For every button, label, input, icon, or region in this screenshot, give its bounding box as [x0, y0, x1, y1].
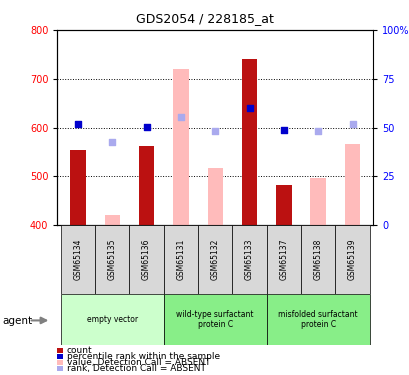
Text: GSM65131: GSM65131: [176, 239, 185, 280]
Bar: [95, 225, 129, 294]
Bar: [139, 146, 154, 225]
Point: [177, 114, 184, 120]
Bar: [163, 225, 198, 294]
Bar: [61, 225, 95, 294]
Bar: [198, 225, 232, 294]
Text: misfolded surfactant
protein C: misfolded surfactant protein C: [278, 310, 357, 329]
Bar: [129, 225, 163, 294]
Text: GSM65135: GSM65135: [108, 239, 117, 280]
Text: GSM65139: GSM65139: [347, 239, 356, 280]
Point: [109, 139, 115, 145]
Text: GSM65136: GSM65136: [142, 239, 151, 280]
Text: GDS2054 / 228185_at: GDS2054 / 228185_at: [136, 12, 273, 25]
Bar: [300, 225, 335, 294]
Bar: [163, 294, 266, 345]
Point: [211, 128, 218, 134]
Text: agent: agent: [2, 316, 32, 326]
Text: empty vector: empty vector: [87, 315, 137, 324]
Bar: [335, 225, 369, 294]
Bar: [310, 178, 325, 225]
Point: [314, 128, 321, 134]
Point: [74, 121, 81, 127]
Bar: [232, 225, 266, 294]
Text: rank, Detection Call = ABSENT: rank, Detection Call = ABSENT: [67, 364, 205, 373]
Bar: [61, 294, 163, 345]
Bar: [266, 294, 369, 345]
Bar: [266, 225, 300, 294]
Point: [280, 127, 286, 133]
Text: GSM65133: GSM65133: [245, 239, 254, 280]
Text: count: count: [67, 346, 92, 355]
Bar: [173, 69, 188, 225]
Text: GSM65137: GSM65137: [279, 239, 288, 280]
Text: wild-type surfactant
protein C: wild-type surfactant protein C: [176, 310, 254, 329]
Bar: [70, 150, 85, 225]
Point: [143, 124, 150, 130]
Bar: [241, 59, 257, 225]
Point: [348, 121, 355, 127]
Bar: [276, 185, 291, 225]
Bar: [104, 215, 120, 225]
Text: GSM65132: GSM65132: [210, 239, 219, 280]
Text: percentile rank within the sample: percentile rank within the sample: [67, 352, 220, 361]
Bar: [207, 168, 222, 225]
Text: GSM65134: GSM65134: [73, 239, 82, 280]
Bar: [344, 144, 360, 225]
Text: value, Detection Call = ABSENT: value, Detection Call = ABSENT: [67, 358, 210, 367]
Text: GSM65138: GSM65138: [313, 239, 322, 280]
Point: [246, 105, 252, 111]
